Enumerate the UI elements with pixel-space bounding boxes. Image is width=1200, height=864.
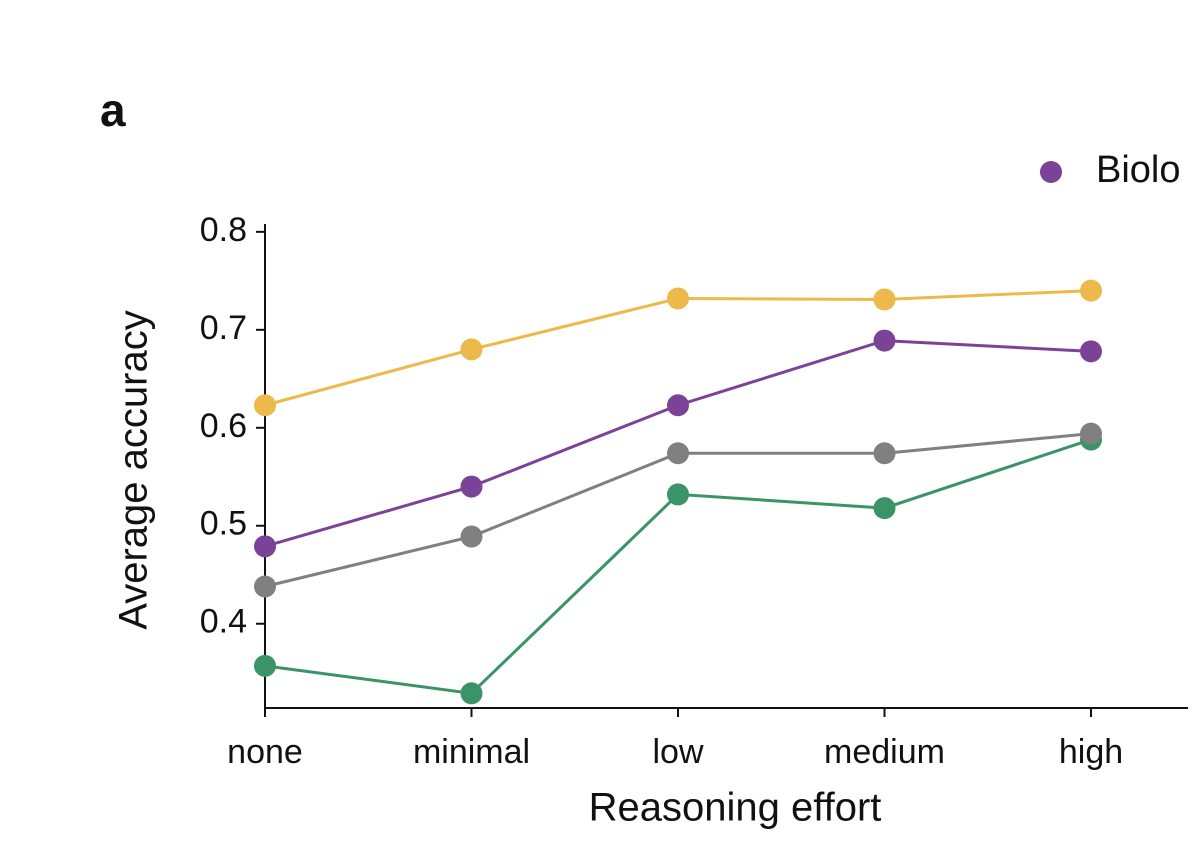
point [667,287,689,310]
y-tick-label: 0.8 [200,211,247,249]
x-tick-label: minimal [413,733,530,771]
y-axis-label: Average accuracy [112,310,156,629]
point [460,525,483,548]
point [1080,422,1102,445]
y-tick-label: 0.7 [200,309,247,347]
y-tick-label: 0.5 [200,505,247,543]
point [254,654,276,677]
point [873,497,896,520]
x-tick-label: high [1059,733,1123,771]
point [667,483,689,506]
point [254,394,276,417]
panel-label: a [100,84,126,136]
y-tick-label: 0.4 [200,603,247,641]
series-line [264,438,1092,695]
x-tick-label: none [227,733,303,771]
point [873,442,896,465]
point [460,475,483,498]
x-axis-label: Reasoning effort [589,786,882,830]
point [254,575,276,598]
x-tick-label: low [652,733,703,771]
point [1080,340,1102,363]
x-tick-label: medium [824,733,945,771]
point [873,288,896,311]
point [254,535,276,558]
point [460,682,483,705]
point [873,329,896,352]
point [667,442,689,465]
point [460,338,483,361]
y-tick-label: 0.6 [200,407,247,445]
legend-label: Biolo [1096,149,1181,191]
point [667,394,689,417]
point [1080,279,1102,302]
legend-marker [1040,161,1062,183]
